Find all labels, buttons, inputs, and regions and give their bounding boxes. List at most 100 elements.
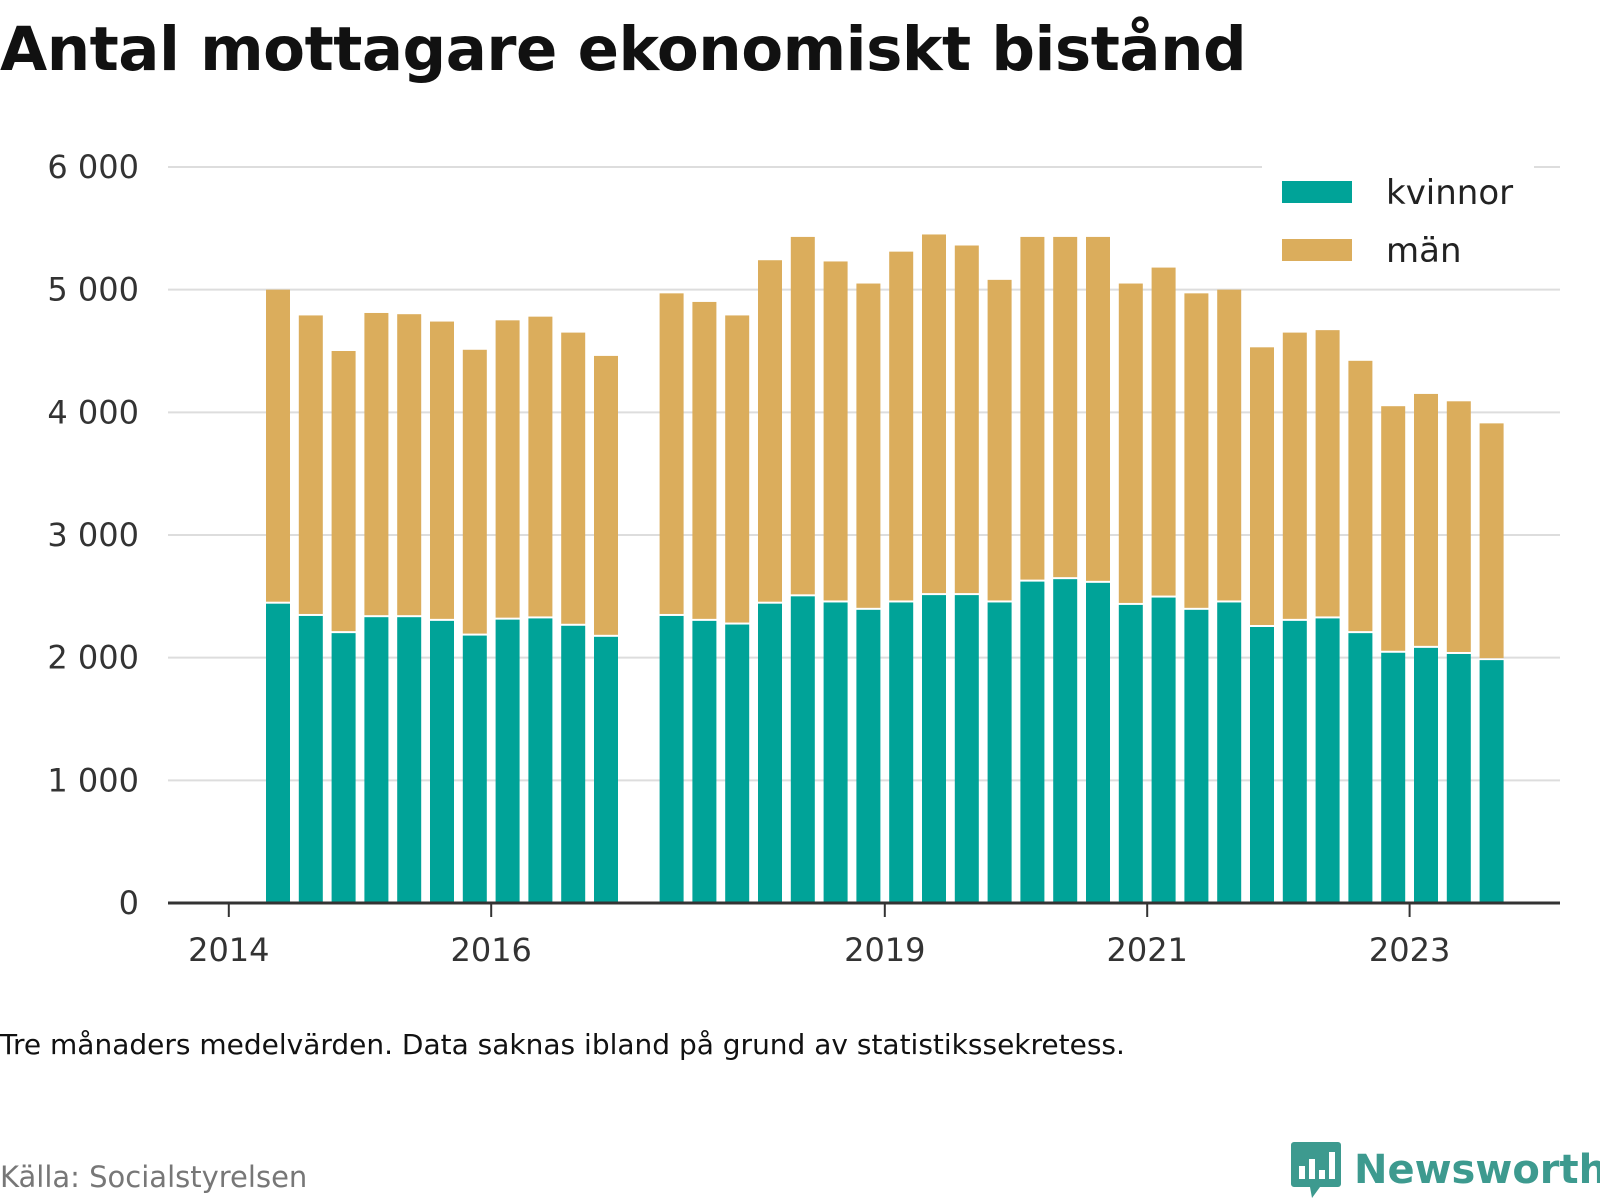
bar-kvinnor bbox=[692, 620, 717, 903]
y-tick-label: 4 000 bbox=[47, 393, 139, 431]
bar-kvinnor bbox=[1381, 652, 1406, 903]
x-tick-label: 2021 bbox=[1106, 931, 1187, 969]
bar-kvinnor bbox=[823, 602, 848, 903]
bar-man bbox=[462, 349, 487, 634]
bar-kvinnor bbox=[1446, 653, 1471, 903]
bar-man bbox=[561, 332, 586, 624]
y-tick-label: 5 000 bbox=[47, 271, 139, 309]
bar-man bbox=[889, 251, 914, 601]
legend-swatch-kvinnor bbox=[1282, 181, 1352, 203]
legend-label-man: män bbox=[1386, 231, 1462, 271]
bar-man bbox=[1217, 289, 1242, 601]
bar-man bbox=[364, 312, 389, 616]
bar-man bbox=[823, 261, 848, 601]
bar-kvinnor bbox=[1315, 618, 1340, 903]
bar-kvinnor bbox=[298, 615, 323, 903]
bar-man bbox=[1446, 401, 1471, 652]
bar-kvinnor bbox=[659, 615, 684, 903]
y-axis-tick-labels: 0 1 000 2 000 3 000 4 000 5 000 6 000 bbox=[47, 148, 139, 922]
bar-man bbox=[1315, 330, 1340, 617]
bar-man bbox=[856, 283, 881, 608]
x-axis-tick-labels: 2014 2016 2019 2021 2023 bbox=[188, 931, 1450, 969]
bar-man bbox=[1086, 236, 1110, 581]
bar-man bbox=[1414, 393, 1438, 646]
bar-man bbox=[397, 314, 422, 616]
bar-kvinnor bbox=[1184, 609, 1209, 903]
bar-kvinnor bbox=[1020, 581, 1045, 903]
bar-kvinnor bbox=[725, 624, 750, 903]
chart-title: Antal mottagare ekonomiskt bistånd bbox=[0, 14, 1247, 85]
y-tick-label: 1 000 bbox=[47, 761, 139, 799]
brand-name: Newsworthy bbox=[1354, 1147, 1600, 1193]
newsworthy-logo-icon bbox=[1291, 1142, 1341, 1198]
bar-man bbox=[331, 351, 356, 632]
bar-kvinnor bbox=[922, 595, 946, 903]
x-tick-label: 2019 bbox=[844, 931, 925, 969]
bar-man bbox=[1282, 332, 1307, 619]
bar-kvinnor bbox=[1479, 660, 1504, 903]
bar-kvinnor bbox=[331, 633, 356, 903]
bar-kvinnor bbox=[1086, 582, 1110, 903]
bar-kvinnor bbox=[594, 636, 618, 903]
y-tick-label: 6 000 bbox=[47, 148, 139, 186]
bar-kvinnor bbox=[561, 625, 586, 903]
bar-man bbox=[987, 279, 1012, 601]
bar-man bbox=[954, 245, 979, 594]
legend-swatch-man bbox=[1282, 239, 1352, 261]
bar-kvinnor bbox=[1151, 597, 1176, 903]
bar-kvinnor bbox=[528, 618, 553, 903]
bar-kvinnor bbox=[1118, 604, 1143, 903]
y-tick-label: 2 000 bbox=[47, 639, 139, 677]
bar-man bbox=[430, 321, 454, 619]
bar-kvinnor bbox=[758, 603, 782, 903]
bar-man bbox=[758, 260, 782, 602]
bar-man bbox=[922, 234, 946, 594]
bar-kvinnor bbox=[1282, 620, 1307, 903]
y-tick-label: 0 bbox=[119, 884, 139, 922]
bar-man bbox=[1381, 406, 1406, 651]
bar-man bbox=[1250, 347, 1274, 625]
bar-man bbox=[1118, 283, 1143, 603]
bar-man bbox=[298, 315, 323, 614]
bar-man bbox=[528, 316, 553, 617]
x-tick-label: 2016 bbox=[450, 931, 531, 969]
bar-man bbox=[1053, 236, 1078, 578]
bar-kvinnor bbox=[1250, 627, 1274, 903]
bars bbox=[266, 234, 1504, 903]
bar-man bbox=[1151, 267, 1176, 596]
bar-kvinnor bbox=[266, 603, 290, 903]
x-tick-label: 2014 bbox=[188, 931, 269, 969]
bar-kvinnor bbox=[1217, 602, 1242, 903]
bar-man bbox=[790, 236, 815, 595]
bar-man bbox=[266, 289, 290, 602]
stacked-bar-chart: 0 1 000 2 000 3 000 4 000 5 000 6 000 2014 2016… bbox=[47, 148, 1560, 969]
bar-man bbox=[594, 355, 618, 635]
bar-kvinnor bbox=[954, 595, 979, 903]
footnote: Tre månaders medelvärden. Data saknas ib… bbox=[0, 1028, 1125, 1061]
y-tick-label: 3 000 bbox=[47, 516, 139, 554]
legend: kvinnor män bbox=[1262, 166, 1534, 284]
bar-kvinnor bbox=[790, 596, 815, 903]
bar-man bbox=[1020, 236, 1045, 580]
source-label: Källa: Socialstyrelsen bbox=[0, 1160, 308, 1194]
bar-kvinnor bbox=[856, 609, 881, 903]
bar-man bbox=[495, 320, 520, 618]
bar-kvinnor bbox=[364, 617, 389, 903]
bar-kvinnor bbox=[397, 617, 422, 903]
bar-man bbox=[1479, 423, 1504, 659]
bar-kvinnor bbox=[430, 620, 454, 903]
bar-kvinnor bbox=[1348, 633, 1373, 903]
brand: Newsworthy bbox=[1290, 1140, 1600, 1200]
bar-kvinnor bbox=[1053, 579, 1078, 903]
bar-kvinnor bbox=[495, 619, 520, 903]
legend-label-kvinnor: kvinnor bbox=[1386, 173, 1513, 213]
bar-man bbox=[725, 315, 750, 623]
bar-man bbox=[659, 293, 684, 614]
x-axis bbox=[168, 901, 1560, 917]
bar-man bbox=[692, 301, 717, 619]
bar-kvinnor bbox=[462, 635, 487, 903]
bar-kvinnor bbox=[987, 602, 1012, 903]
bar-kvinnor bbox=[889, 602, 914, 903]
bar-man bbox=[1348, 360, 1373, 632]
bar-kvinnor bbox=[1414, 647, 1438, 903]
